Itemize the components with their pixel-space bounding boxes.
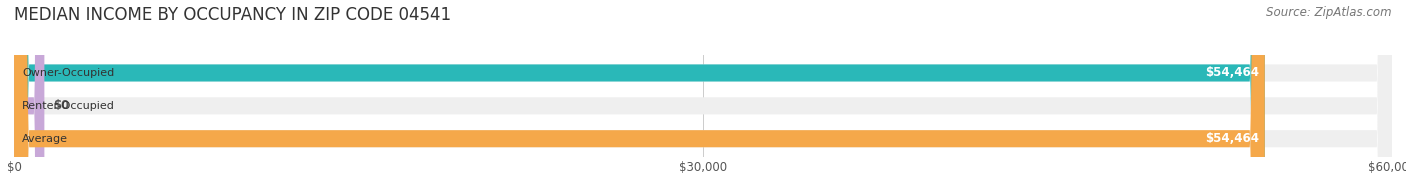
- Text: MEDIAN INCOME BY OCCUPANCY IN ZIP CODE 04541: MEDIAN INCOME BY OCCUPANCY IN ZIP CODE 0…: [14, 6, 451, 24]
- FancyBboxPatch shape: [14, 0, 45, 196]
- FancyBboxPatch shape: [14, 0, 1265, 196]
- FancyBboxPatch shape: [14, 0, 1265, 196]
- FancyBboxPatch shape: [14, 0, 1392, 196]
- Text: Average: Average: [22, 134, 69, 144]
- Text: Renter-Occupied: Renter-Occupied: [22, 101, 115, 111]
- FancyBboxPatch shape: [14, 0, 1392, 196]
- FancyBboxPatch shape: [14, 0, 1392, 196]
- Text: $54,464: $54,464: [1205, 132, 1260, 145]
- Text: Source: ZipAtlas.com: Source: ZipAtlas.com: [1267, 6, 1392, 19]
- Text: Owner-Occupied: Owner-Occupied: [22, 68, 114, 78]
- Text: $0: $0: [52, 99, 69, 112]
- Text: $54,464: $54,464: [1205, 66, 1260, 79]
